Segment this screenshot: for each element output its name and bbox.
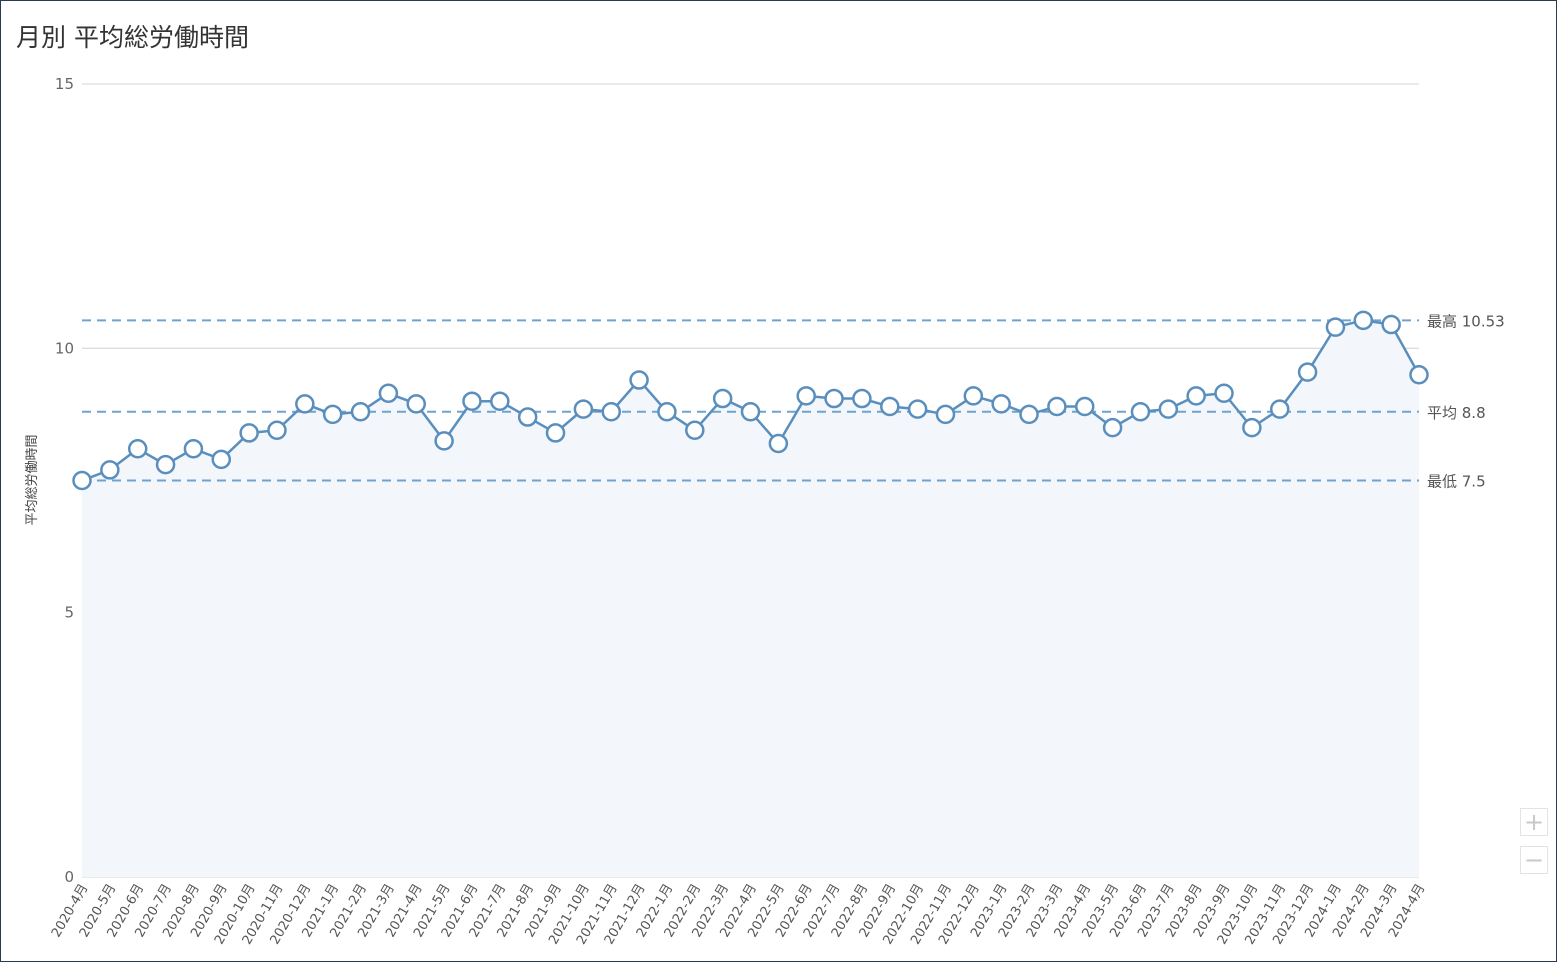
data-point	[629, 370, 649, 390]
data-point	[601, 402, 621, 422]
data-point	[350, 402, 371, 422]
data-point	[1186, 386, 1206, 406]
y-tick-label: 10	[55, 339, 74, 357]
data-point	[295, 394, 315, 414]
y-axis-label: 平均総労働時間	[25, 434, 40, 525]
data-point	[1242, 417, 1262, 438]
chart-title: 月別 平均総労働時間	[16, 23, 249, 52]
data-point	[740, 402, 761, 422]
data-point	[211, 449, 232, 470]
data-point	[907, 399, 928, 419]
data-point	[1409, 365, 1429, 385]
reference-line-label: 最高 10.53	[1427, 312, 1505, 330]
data-point	[1214, 383, 1234, 404]
x-axis-ticks: 2020-4月2020-5月2020-6月2020-7月2020-8月2020-…	[49, 881, 1429, 947]
zoom-out-button[interactable]: −	[1520, 846, 1548, 874]
data-point	[880, 396, 900, 417]
data-point	[434, 431, 454, 451]
data-point	[963, 386, 984, 406]
data-point	[991, 394, 1011, 414]
data-point	[517, 407, 538, 427]
data-point	[657, 402, 677, 422]
data-point	[1158, 399, 1179, 419]
data-point	[712, 388, 733, 409]
data-point	[824, 388, 844, 409]
data-point	[183, 439, 204, 459]
data-point	[155, 454, 176, 475]
data-point	[1130, 402, 1151, 422]
data-point	[1297, 362, 1318, 382]
data-point	[935, 404, 956, 425]
data-point	[406, 394, 426, 414]
y-tick-label: 0	[64, 868, 74, 886]
data-point	[1381, 314, 1401, 335]
data-point	[545, 423, 566, 443]
reference-line-label: 平均 8.8	[1427, 404, 1486, 422]
data-point	[127, 439, 148, 459]
data-point	[1019, 404, 1039, 425]
reference-line-label: 最低 7.5	[1427, 473, 1486, 491]
data-point	[100, 460, 120, 480]
data-point	[267, 420, 287, 441]
data-point	[1325, 317, 1346, 337]
y-axis-ticks: 0 5 10 15	[55, 75, 74, 886]
data-point	[72, 470, 92, 491]
data-point	[852, 388, 872, 409]
data-point	[239, 423, 259, 443]
data-point	[796, 386, 816, 406]
data-point	[685, 420, 705, 441]
data-point	[490, 391, 510, 411]
data-point	[573, 399, 594, 419]
area-layer	[82, 320, 1419, 878]
series-area	[82, 320, 1419, 878]
data-points-layer	[72, 310, 1429, 491]
data-point	[768, 433, 789, 454]
data-point	[1353, 310, 1374, 331]
data-point	[1102, 417, 1123, 438]
y-tick-label: 5	[64, 604, 74, 622]
y-tick-label: 15	[55, 75, 74, 93]
data-point	[1075, 396, 1095, 417]
data-point	[462, 391, 482, 411]
data-point	[378, 383, 399, 404]
data-point	[322, 404, 343, 425]
data-point	[1047, 396, 1067, 417]
zoom-in-button[interactable]: +	[1520, 808, 1548, 836]
data-point	[1269, 399, 1290, 419]
